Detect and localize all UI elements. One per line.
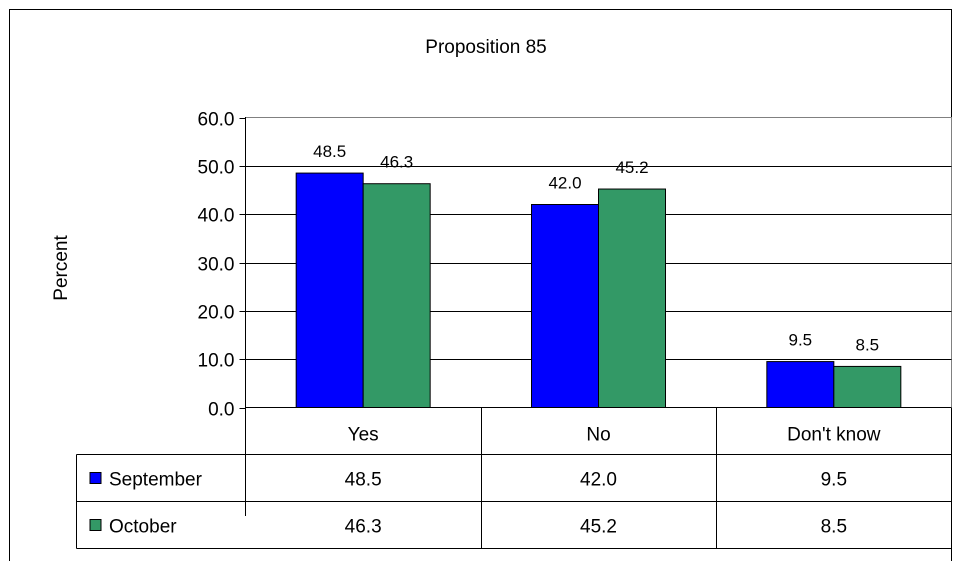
bar [833, 365, 902, 408]
y-tick-label: 20.0 [198, 303, 235, 324]
table-cell-value: 45.2 [580, 517, 617, 538]
y-tick-label: 0.0 [208, 400, 234, 421]
bar-data-label: 46.3 [380, 153, 413, 172]
bar [766, 361, 835, 409]
y-tick-label: 30.0 [198, 255, 235, 276]
x-category-label: Don't know [787, 425, 881, 446]
bar-data-label: 45.2 [615, 158, 648, 177]
x-category-label: No [586, 425, 610, 446]
bar [362, 183, 431, 408]
bar-data-label: 9.5 [789, 331, 813, 350]
table-cell-value: 48.5 [345, 470, 382, 491]
y-tick-label: 50.0 [198, 158, 235, 179]
y-tick-label: 60.0 [198, 110, 235, 131]
table-cell-value: 8.5 [821, 517, 847, 538]
data-table: Yes No Don't know September 48.5 42.0 9.5 Octob… [76, 407, 952, 549]
y-tick-label: 10.0 [198, 351, 235, 372]
legend-series-name: October [109, 517, 177, 538]
table-cell-value: 46.3 [345, 517, 382, 538]
bar [531, 204, 599, 408]
bar-data-label: 8.5 [856, 335, 880, 354]
bar-data-label: 48.5 [313, 142, 346, 161]
bar [598, 188, 666, 408]
legend-series-name: September [109, 470, 203, 491]
chart-title: Proposition 85 [425, 37, 546, 58]
bars [295, 172, 902, 409]
y-axis-ticks: 0.0 10.0 20.0 30.0 40.0 50.0 60.0 [198, 110, 246, 421]
legend-swatch [89, 519, 102, 531]
bar-data-label: 42.0 [548, 174, 581, 193]
table-cell-value: 9.5 [821, 470, 847, 491]
table-cell-value: 42.0 [580, 470, 617, 491]
x-category-label: Yes [348, 425, 379, 446]
bar-labels: 48.5 46.3 42.0 45.2 9.5 8.5 [313, 142, 879, 354]
y-tick-label: 40.0 [198, 206, 235, 227]
legend-swatch [89, 472, 102, 484]
bar [295, 172, 364, 408]
y-axis-label: Percent [51, 235, 72, 301]
